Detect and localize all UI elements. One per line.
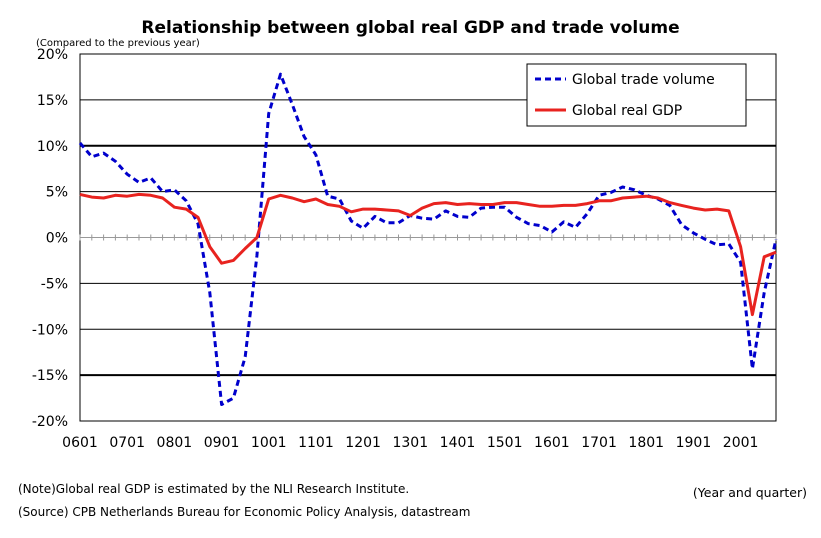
x-tick-label: 1201 <box>345 435 381 451</box>
y-axis-label: (Compared to the previous year) <box>36 38 200 49</box>
x-tick-label: 1101 <box>298 435 334 451</box>
y-tick-labels: 20% 15% 10% 5% 0% -5% -10% -15% -20% <box>32 47 68 430</box>
x-tick-labels: 0601 0701 0801 0901 1001 1101 1201 1301 1401 1501… <box>62 435 758 451</box>
x-tick-label: 0801 <box>157 435 193 451</box>
source-text: (Source) CPB Netherlands Bureau for Econ… <box>18 505 471 519</box>
y-tick-label: -15% <box>32 368 68 384</box>
x-tick-label: 1701 <box>581 435 617 451</box>
y-tick-label: 20% <box>37 47 68 63</box>
x-tick-label: 0701 <box>109 435 145 451</box>
y-tick-label: -20% <box>32 414 68 430</box>
x-tick-label: 1901 <box>676 435 712 451</box>
series-line-gdp <box>79 192 777 317</box>
y-tick-label: -5% <box>41 276 68 292</box>
series-lines <box>78 72 778 406</box>
x-tick-label: 2001 <box>723 435 759 451</box>
y-tick-label: 5% <box>46 185 68 201</box>
legend-label: Global real GDP <box>572 103 682 119</box>
y-tick-label: 15% <box>37 93 68 109</box>
x-tick-label: 1601 <box>534 435 570 451</box>
x-tick-label: 0601 <box>62 435 98 451</box>
x-tick-label: 1401 <box>440 435 476 451</box>
x-axis-label: (Year and quarter) <box>692 485 807 500</box>
x-tick-label: 1001 <box>251 435 287 451</box>
x-tick-label: 1501 <box>487 435 523 451</box>
note-text: (Note)Global real GDP is estimated by th… <box>18 482 410 496</box>
chart-title: Relationship between global real GDP and… <box>141 18 680 38</box>
legend-box <box>526 63 747 127</box>
y-tick-label: 0% <box>46 231 68 247</box>
legend: Global trade volume Global real GDP <box>526 63 747 127</box>
y-tick-label: 10% <box>37 139 68 155</box>
x-tick-label: 0901 <box>204 435 240 451</box>
legend-label: Global trade volume <box>572 72 715 88</box>
y-tick-label: -10% <box>32 322 68 338</box>
x-tick-label: 1801 <box>628 435 664 451</box>
x-tick-label: 1301 <box>392 435 428 451</box>
